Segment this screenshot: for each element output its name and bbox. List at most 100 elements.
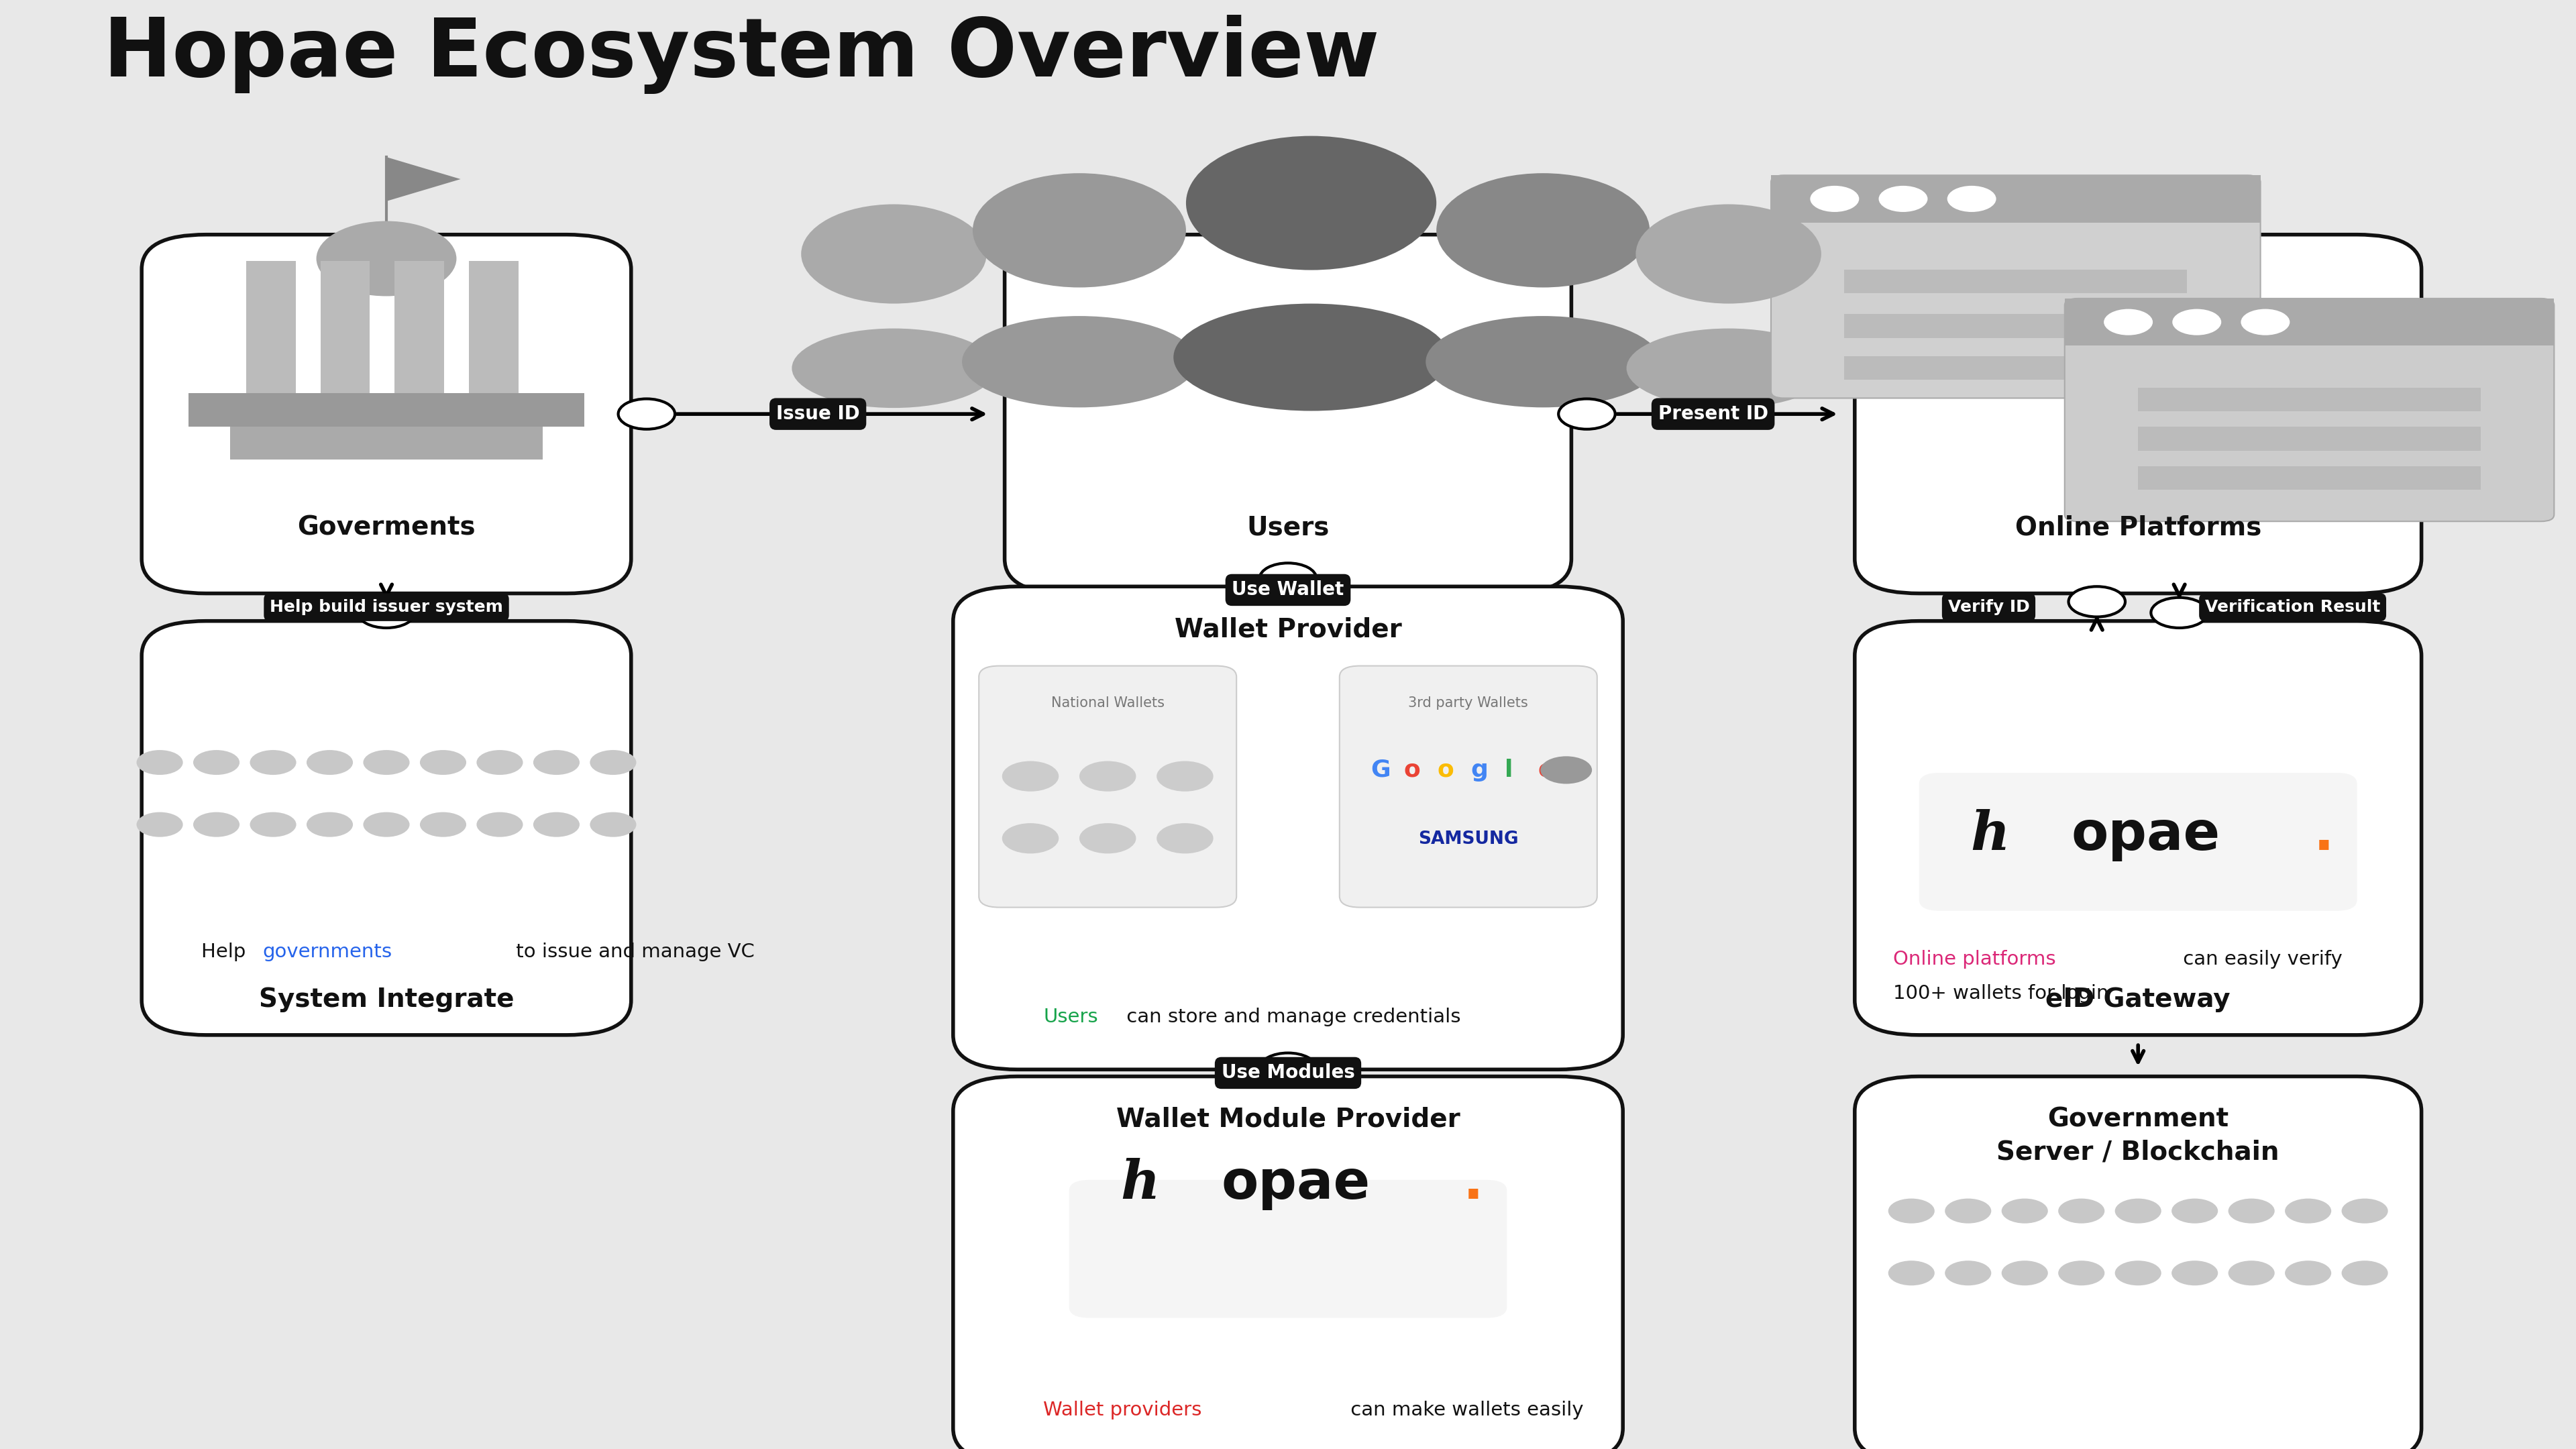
Circle shape — [533, 751, 580, 775]
Text: g: g — [1471, 759, 1489, 781]
Circle shape — [2342, 1261, 2388, 1285]
Text: Use Modules: Use Modules — [1221, 1064, 1355, 1082]
Circle shape — [420, 751, 466, 775]
Circle shape — [618, 398, 675, 429]
FancyBboxPatch shape — [953, 1077, 1623, 1449]
Ellipse shape — [1425, 316, 1662, 407]
Circle shape — [420, 811, 466, 838]
Bar — [2138, 467, 2481, 490]
Circle shape — [1540, 756, 1592, 784]
Circle shape — [1002, 823, 1059, 853]
FancyBboxPatch shape — [953, 587, 1623, 1069]
Circle shape — [1157, 823, 1213, 853]
Bar — [1844, 270, 2187, 293]
FancyBboxPatch shape — [142, 622, 631, 1035]
FancyBboxPatch shape — [1855, 1077, 2421, 1449]
Bar — [2138, 388, 2481, 412]
Ellipse shape — [961, 316, 1198, 407]
Text: Users: Users — [1247, 514, 1329, 540]
Circle shape — [358, 597, 415, 627]
Circle shape — [801, 204, 987, 304]
Circle shape — [2241, 309, 2290, 335]
Text: to issue and manage VC: to issue and manage VC — [510, 943, 755, 962]
Circle shape — [2151, 597, 2208, 627]
Bar — [1844, 356, 2187, 380]
Circle shape — [1437, 174, 1649, 287]
FancyBboxPatch shape — [142, 235, 631, 594]
Circle shape — [1260, 1053, 1316, 1084]
Text: Online platforms: Online platforms — [1893, 949, 2056, 968]
Text: Use Wallet: Use Wallet — [1231, 581, 1345, 600]
Circle shape — [1260, 564, 1316, 594]
Circle shape — [307, 811, 353, 838]
Circle shape — [1079, 823, 1136, 853]
Circle shape — [1157, 761, 1213, 791]
Text: Help: Help — [201, 943, 252, 962]
FancyBboxPatch shape — [1919, 772, 2357, 911]
Circle shape — [1079, 761, 1136, 791]
Circle shape — [477, 811, 523, 838]
Text: h: h — [1971, 809, 2009, 861]
Bar — [1772, 175, 2262, 223]
FancyBboxPatch shape — [1772, 175, 2262, 398]
FancyBboxPatch shape — [2063, 298, 2555, 522]
Circle shape — [590, 811, 636, 838]
Ellipse shape — [1175, 304, 1448, 412]
Text: Wallet Module Provider: Wallet Module Provider — [1115, 1107, 1461, 1132]
Text: Verify ID: Verify ID — [1947, 598, 2030, 616]
Text: opae: opae — [2071, 809, 2221, 861]
Circle shape — [2058, 1261, 2105, 1285]
Bar — [247, 261, 296, 393]
Bar — [319, 261, 371, 393]
Bar — [188, 393, 585, 426]
Circle shape — [533, 811, 580, 838]
Text: Wallet providers: Wallet providers — [1043, 1401, 1203, 1420]
Text: o: o — [1437, 759, 1453, 781]
Circle shape — [2172, 1261, 2218, 1285]
Text: 100+ wallets for login: 100+ wallets for login — [1893, 984, 2110, 1003]
Circle shape — [1945, 1198, 1991, 1223]
Text: G: G — [1370, 759, 1391, 781]
Text: 3rd party Wallets: 3rd party Wallets — [1409, 696, 1528, 710]
Circle shape — [2058, 1198, 2105, 1223]
Bar — [229, 426, 544, 459]
Circle shape — [2069, 587, 2125, 617]
Text: Government
Server / Blockchain: Government Server / Blockchain — [1996, 1107, 2280, 1165]
Circle shape — [317, 222, 456, 296]
Text: eID Gateway: eID Gateway — [2045, 987, 2231, 1013]
Circle shape — [2172, 309, 2221, 335]
Circle shape — [2172, 1198, 2218, 1223]
Circle shape — [1558, 398, 1615, 429]
Polygon shape — [386, 156, 461, 201]
Circle shape — [2115, 1261, 2161, 1285]
Circle shape — [974, 174, 1185, 287]
Circle shape — [2228, 1261, 2275, 1285]
Text: opae: opae — [1221, 1158, 1370, 1210]
Text: Help build issuer system: Help build issuer system — [270, 598, 502, 616]
Text: Hopae Ecosystem Overview: Hopae Ecosystem Overview — [103, 14, 1378, 94]
Bar — [1844, 314, 2187, 338]
Circle shape — [2002, 1261, 2048, 1285]
Circle shape — [307, 751, 353, 775]
Text: Present ID: Present ID — [1659, 404, 1767, 423]
Circle shape — [137, 811, 183, 838]
Circle shape — [2105, 309, 2154, 335]
Circle shape — [1888, 1198, 1935, 1223]
Circle shape — [2285, 1198, 2331, 1223]
Text: .: . — [2313, 809, 2334, 861]
Circle shape — [1947, 185, 1996, 212]
Text: Online Platforms: Online Platforms — [2014, 514, 2262, 540]
Text: can make wallets easily: can make wallets easily — [1345, 1401, 1584, 1420]
Circle shape — [363, 811, 410, 838]
Circle shape — [1636, 204, 1821, 304]
FancyBboxPatch shape — [1855, 235, 2421, 594]
Text: h: h — [1121, 1158, 1159, 1210]
Circle shape — [1811, 185, 1860, 212]
Bar — [469, 261, 518, 393]
Circle shape — [193, 811, 240, 838]
Circle shape — [250, 811, 296, 838]
Circle shape — [363, 751, 410, 775]
Circle shape — [1945, 1261, 1991, 1285]
Text: e: e — [1538, 759, 1553, 781]
Text: SAMSUNG: SAMSUNG — [1419, 830, 1517, 848]
